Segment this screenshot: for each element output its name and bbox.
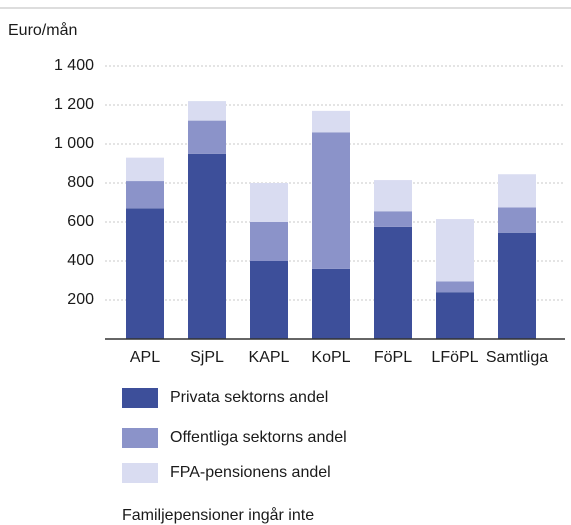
bar-segment — [126, 157, 164, 182]
x-tick-label: KAPL — [249, 349, 290, 366]
bar-segment — [436, 292, 474, 339]
bar-segment — [374, 226, 412, 339]
bar-segment — [250, 222, 288, 261]
bar-segment — [436, 219, 474, 282]
legend-swatch — [122, 428, 158, 448]
legend-label: Privata sektorns andel — [170, 389, 328, 406]
bar-segment — [312, 110, 350, 133]
footnote: Familjepensioner ingår inte — [122, 506, 314, 524]
legend-swatch — [122, 388, 158, 408]
y-tick-label: 400 — [67, 252, 94, 269]
bar-segment — [188, 153, 226, 339]
x-tick-label: APL — [130, 349, 160, 366]
bar-segment — [374, 180, 412, 212]
bar-segment — [250, 261, 288, 339]
y-tick-label: 1 400 — [54, 57, 94, 74]
x-tick-label: LFöPL — [431, 349, 478, 366]
bar-segment — [250, 183, 288, 222]
legend-label: Offentliga sektorns andel — [170, 429, 347, 446]
bar-segment — [126, 181, 164, 209]
bar-segment — [498, 232, 536, 339]
bar-segment — [374, 211, 412, 227]
bar-segment — [436, 281, 474, 293]
bar-segment — [188, 120, 226, 154]
y-tick-label: 800 — [67, 174, 94, 191]
x-tick-label: SjPL — [190, 349, 224, 366]
bar-segment — [188, 101, 226, 121]
legend-swatch — [122, 463, 158, 483]
y-tick-label: 1 000 — [54, 135, 94, 152]
y-tick-label: 600 — [67, 213, 94, 230]
bar-segment — [126, 208, 164, 339]
chart-title: Euro/mån — [8, 21, 77, 39]
bar-segment — [498, 174, 536, 208]
bar-segment — [498, 207, 536, 233]
x-tick-label: Samtliga — [486, 349, 548, 366]
bar-segment — [312, 132, 350, 269]
y-tick-label: 200 — [67, 291, 94, 308]
y-tick-label: 1 200 — [54, 96, 94, 113]
legend-label: FPA-pensionens andel — [170, 464, 331, 481]
x-tick-label: KoPL — [311, 349, 350, 366]
x-tick-label: FöPL — [374, 349, 412, 366]
bar-segment — [312, 268, 350, 339]
